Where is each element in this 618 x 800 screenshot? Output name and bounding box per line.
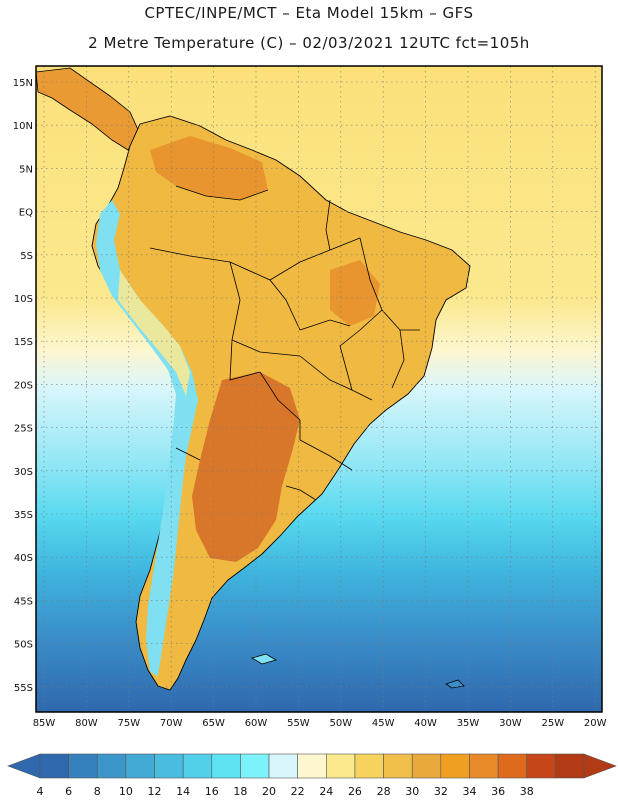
longitude-label: 65W — [202, 718, 225, 729]
colorbar-cell — [354, 753, 384, 779]
longitude-label: 20W — [584, 718, 607, 729]
colorbar-cell — [68, 753, 98, 779]
colorbar-cell — [411, 753, 442, 779]
latitude-label: 10S — [14, 294, 33, 305]
colorbar-tick-label: 28 — [377, 785, 391, 798]
latitude-label: 45S — [14, 596, 33, 607]
map-title-line-1: CPTEC/INPE/MCT – Eta Model 15km – GFS — [144, 4, 474, 22]
colorbar-tick-label: 20 — [262, 785, 276, 798]
colorbar-cell — [555, 753, 585, 779]
colorbar-tick-label: 38 — [520, 785, 534, 798]
colorbar-cell — [297, 753, 327, 779]
colorbar-tick-label: 16 — [205, 785, 219, 798]
colorbar-tick-label: 18 — [233, 785, 247, 798]
longitude-label: 55W — [287, 718, 310, 729]
latitude-label: 50S — [14, 640, 33, 651]
hot-zone-chaco — [192, 372, 300, 562]
map-frame — [35, 65, 603, 713]
colorbar-tick-label: 10 — [119, 785, 133, 798]
latitude-labels: 15N 10N 5N EQ 5S 10S 15S 20S 25S 30S 35S 40S 45S 50S 5… — [13, 78, 33, 694]
andes-cool-edge — [118, 270, 190, 396]
hot-zone-brazil-central — [330, 260, 380, 326]
country-borders — [149, 185, 420, 501]
latitude-label: 5N — [19, 164, 33, 175]
colorbar-cell — [326, 753, 356, 779]
latitude-label: 40S — [14, 553, 33, 564]
map-title-line-2: 2 Metre Temperature (C) – 02/03/2021 12U… — [88, 34, 530, 52]
colorbar-tick-label: 32 — [434, 785, 448, 798]
colorbar-cell — [383, 753, 413, 779]
colorbar-tick-label: 26 — [348, 785, 362, 798]
colorbar-cell — [497, 753, 528, 779]
colorbar-tick-label: 6 — [65, 785, 72, 798]
latitude-label: 25S — [14, 424, 33, 435]
longitude-label: 60W — [245, 718, 268, 729]
latitude-label: 55S — [14, 683, 33, 694]
temperature-colorbar — [7, 753, 617, 779]
central-america-land — [36, 67, 141, 151]
colorbar-cell — [211, 753, 241, 779]
colorbar-cell — [182, 753, 213, 779]
longitude-label: 35W — [457, 718, 480, 729]
colorbar-cell — [440, 753, 470, 779]
latitude-label: 15S — [14, 337, 33, 348]
colorbar-cell — [39, 753, 69, 779]
longitude-label: 30W — [499, 718, 522, 729]
longitude-label: 75W — [117, 718, 140, 729]
colorbar-tick-label: 12 — [148, 785, 162, 798]
colorbar-tick-label: 24 — [319, 785, 333, 798]
longitude-label: 50W — [329, 718, 352, 729]
latitude-label: 35S — [14, 510, 33, 521]
longitude-label: 25W — [541, 718, 564, 729]
latitude-label: 20S — [14, 380, 33, 391]
latitude-label: EQ — [19, 208, 33, 219]
colorbar-tick-label: 4 — [37, 785, 44, 798]
colorbar-tick-labels: 4 6 8 10 12 14 16 18 20 22 24 26 28 30 32 34 36 38 — [37, 785, 534, 798]
hot-zone-north — [150, 136, 268, 200]
colorbar-cell — [268, 753, 298, 779]
south-georgia — [445, 679, 465, 689]
latitude-label: 15N — [13, 78, 33, 89]
longitude-labels: 85W 80W 75W 70W 65W 60W 55W 50W 45W 40W 35W 30W 25W 2… — [33, 718, 607, 729]
colorbar-tick-label: 36 — [491, 785, 505, 798]
colorbar-tick-label: 34 — [462, 785, 476, 798]
falkland-islands — [251, 653, 277, 665]
latitude-label: 10N — [13, 121, 33, 132]
colorbar-cell — [96, 753, 127, 779]
latitude-label: 30S — [14, 467, 33, 478]
colorbar-tick-label: 14 — [176, 785, 190, 798]
longitude-label: 40W — [414, 718, 437, 729]
longitude-label: 45W — [372, 718, 395, 729]
colorbar-cell — [526, 753, 556, 779]
colorbar-arrow-max — [583, 753, 617, 779]
colorbar-tick-label: 8 — [94, 785, 101, 798]
colorbar-tick-label: 22 — [291, 785, 305, 798]
longitude-label: 80W — [75, 718, 98, 729]
longitude-label: 85W — [33, 718, 56, 729]
colorbar-cell — [125, 753, 155, 779]
colorbar-cell — [240, 753, 270, 779]
colorbar-cell — [154, 753, 184, 779]
latitude-label: 5S — [20, 251, 33, 262]
longitude-label: 70W — [160, 718, 183, 729]
map-content — [36, 66, 602, 712]
colorbar-arrow-min — [7, 753, 41, 779]
colorbar-cell — [469, 753, 499, 779]
colorbar-tick-label: 30 — [405, 785, 419, 798]
